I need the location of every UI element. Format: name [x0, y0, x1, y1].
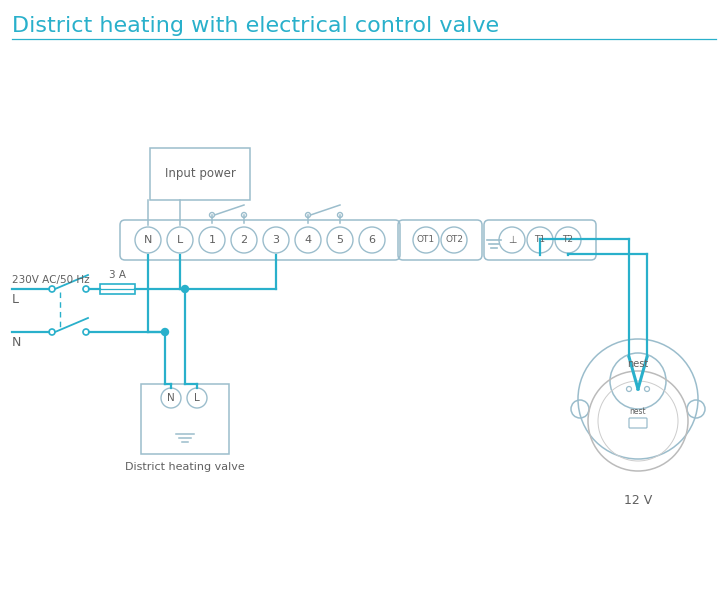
Text: OT2: OT2 — [445, 235, 463, 245]
Text: ⊥: ⊥ — [507, 235, 516, 245]
Circle shape — [181, 286, 189, 292]
Text: 6: 6 — [368, 235, 376, 245]
Text: Input power: Input power — [165, 168, 235, 181]
Text: nest: nest — [628, 359, 649, 369]
Text: N: N — [167, 393, 175, 403]
Text: 3 A: 3 A — [109, 270, 126, 280]
Text: T2: T2 — [563, 235, 574, 245]
Text: 3: 3 — [272, 235, 280, 245]
Text: L: L — [194, 393, 200, 403]
Text: District heating with electrical control valve: District heating with electrical control… — [12, 16, 499, 36]
Text: N: N — [144, 235, 152, 245]
Text: District heating valve: District heating valve — [125, 462, 245, 472]
Text: OT1: OT1 — [417, 235, 435, 245]
Text: 1: 1 — [208, 235, 215, 245]
Text: T1: T1 — [534, 235, 545, 245]
Circle shape — [162, 328, 168, 336]
Text: nest: nest — [630, 406, 646, 415]
Text: 12 V: 12 V — [624, 494, 652, 507]
Text: L: L — [177, 235, 183, 245]
Text: 5: 5 — [336, 235, 344, 245]
Text: 4: 4 — [304, 235, 312, 245]
Text: N: N — [12, 336, 21, 349]
Text: 230V AC/50 Hz: 230V AC/50 Hz — [12, 275, 90, 285]
Text: 2: 2 — [240, 235, 248, 245]
Text: L: L — [12, 293, 19, 306]
